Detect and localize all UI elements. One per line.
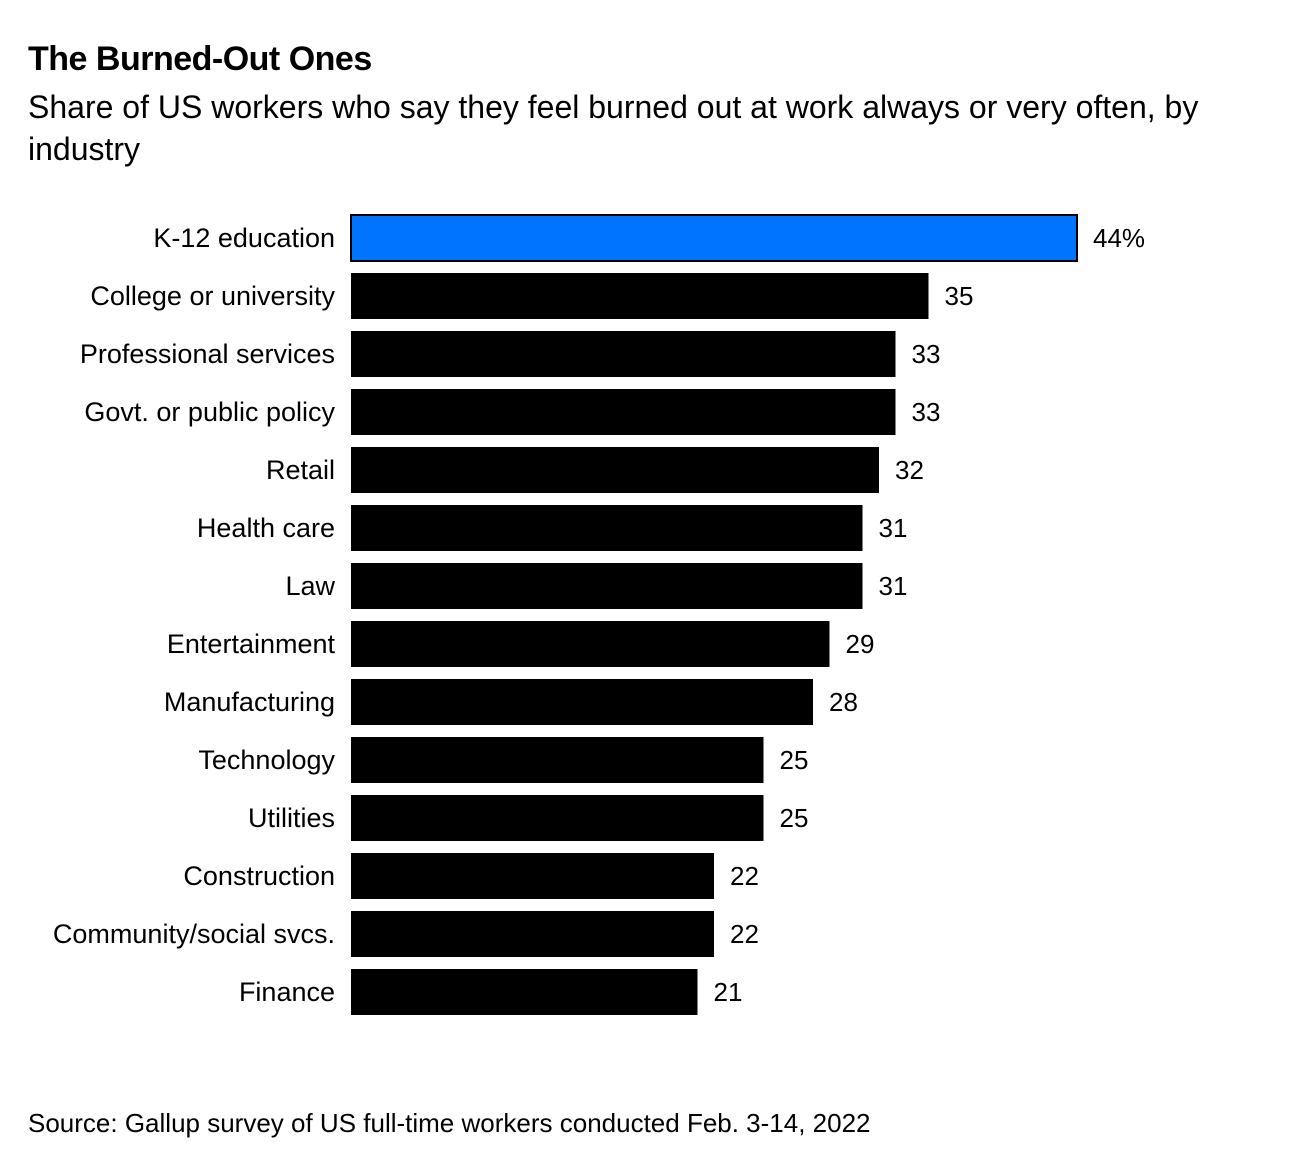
category-label: College or university bbox=[90, 281, 335, 311]
value-label: 44% bbox=[1093, 223, 1145, 253]
value-label: 25 bbox=[780, 745, 809, 775]
bar-law bbox=[351, 563, 863, 609]
value-label: 28 bbox=[829, 687, 858, 717]
bar-technology bbox=[351, 737, 764, 783]
bar-manufacturing bbox=[351, 679, 813, 725]
bar-construction bbox=[351, 853, 714, 899]
bar-retail bbox=[351, 447, 879, 493]
category-label: K-12 education bbox=[153, 223, 335, 253]
value-label: 21 bbox=[714, 977, 743, 1007]
value-label: 29 bbox=[846, 629, 875, 659]
bar-community-social-svcs bbox=[351, 911, 714, 957]
category-label: Manufacturing bbox=[164, 687, 335, 717]
chart-title: The Burned-Out Ones bbox=[28, 40, 372, 78]
category-label: Govt. or public policy bbox=[84, 397, 335, 427]
category-label: Community/social svcs. bbox=[53, 919, 335, 949]
bar-entertainment bbox=[351, 621, 830, 667]
chart-subtitle: Share of US workers who say they feel bu… bbox=[28, 89, 1199, 167]
category-labels: K-12 education College or university Profe… bbox=[53, 223, 336, 1007]
value-label: 33 bbox=[912, 397, 941, 427]
bar-chart: K-12 education College or university Profe… bbox=[53, 214, 1146, 1015]
value-label: 25 bbox=[780, 803, 809, 833]
bar-govt-or-public-policy bbox=[351, 389, 896, 435]
value-label: 35 bbox=[945, 281, 974, 311]
value-label: 31 bbox=[879, 571, 908, 601]
bar-health-care bbox=[351, 505, 863, 551]
bar-college-or-university bbox=[351, 273, 929, 319]
category-label: Technology bbox=[198, 745, 335, 775]
value-label: 22 bbox=[730, 861, 759, 891]
chart-source: Source: Gallup survey of US full-time wo… bbox=[28, 1108, 871, 1138]
value-label: 32 bbox=[895, 455, 924, 485]
value-label: 22 bbox=[730, 919, 759, 949]
category-label: Law bbox=[285, 571, 335, 601]
bar-finance bbox=[351, 969, 698, 1015]
category-label: Entertainment bbox=[167, 629, 336, 659]
category-label: Finance bbox=[239, 977, 335, 1007]
category-label: Utilities bbox=[248, 803, 335, 833]
bar-utilities bbox=[351, 795, 764, 841]
bar-professional-services bbox=[351, 331, 896, 377]
category-label: Retail bbox=[266, 455, 335, 485]
value-label: 33 bbox=[912, 339, 941, 369]
bar-k-12-education bbox=[350, 214, 1078, 262]
value-label: 31 bbox=[879, 513, 908, 543]
category-label: Professional services bbox=[80, 339, 335, 369]
category-label: Construction bbox=[183, 861, 335, 891]
bars-layer bbox=[350, 214, 1078, 1015]
category-label: Health care bbox=[197, 513, 335, 543]
